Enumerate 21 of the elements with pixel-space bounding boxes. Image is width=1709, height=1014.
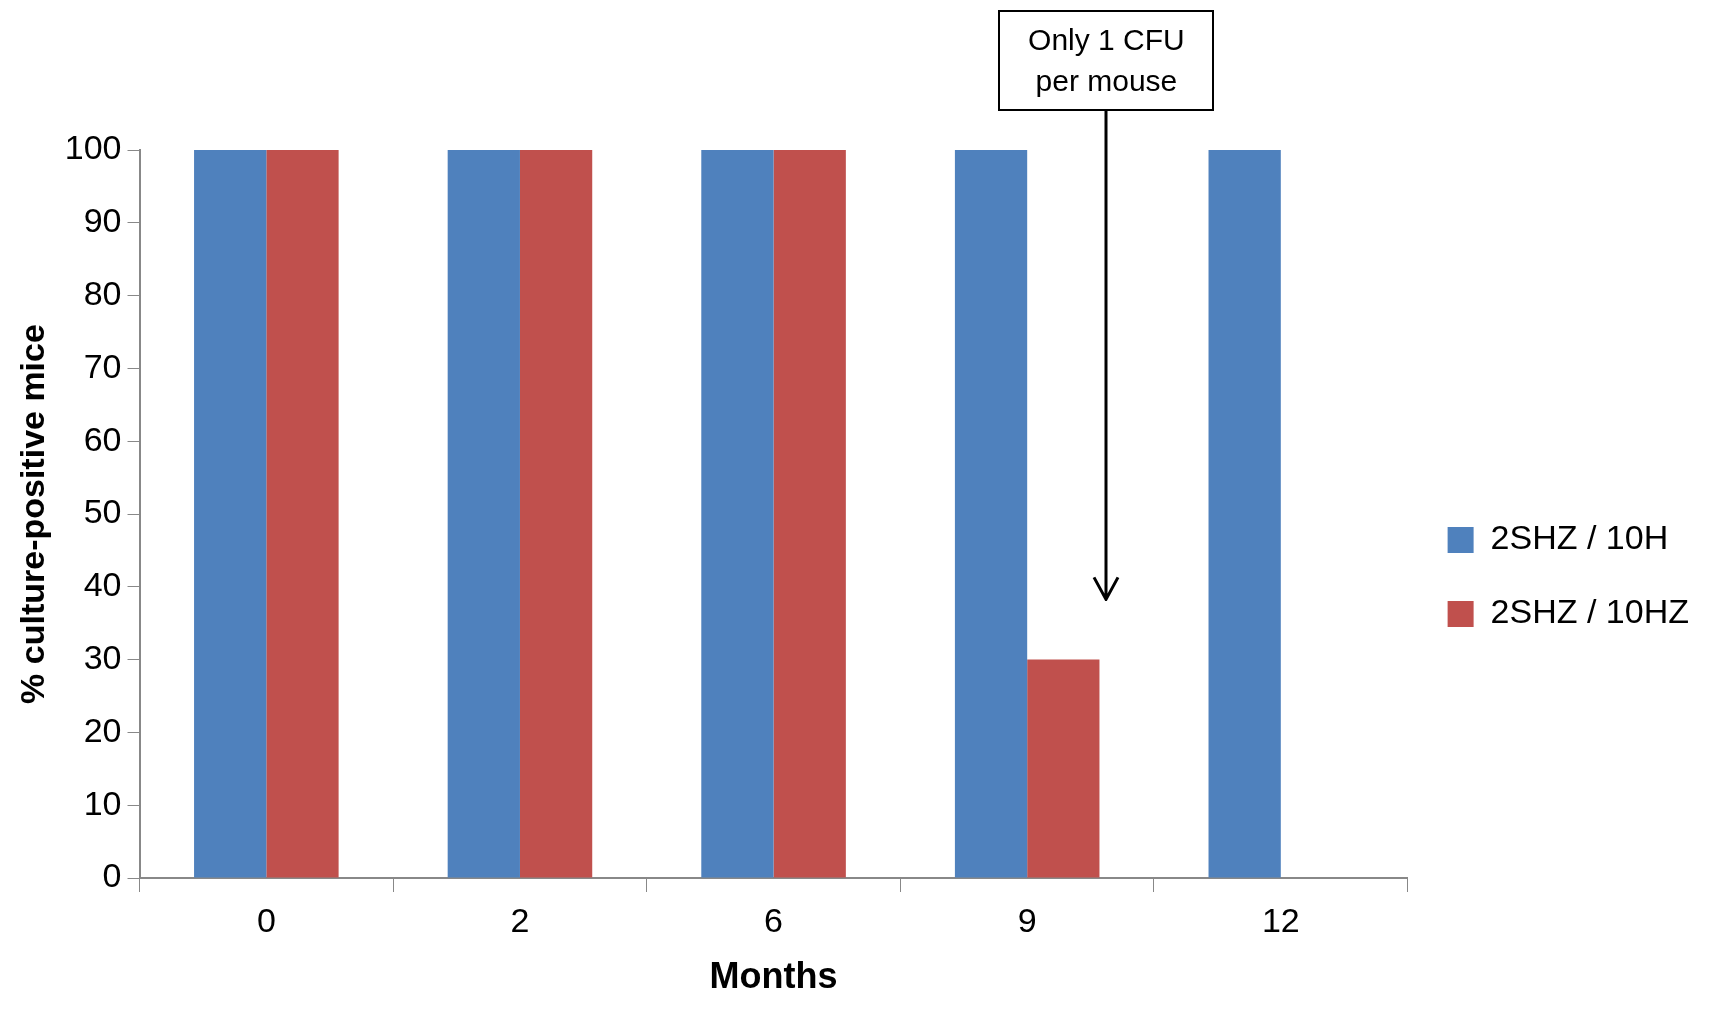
y-tick-label: 0 — [102, 856, 122, 895]
x-tick-label: 12 — [1261, 900, 1300, 939]
x-tick-label: 9 — [1017, 900, 1037, 939]
y-tick-label: 90 — [83, 201, 122, 240]
x-tick-label: 2 — [510, 900, 530, 939]
y-tick-label: 30 — [83, 637, 122, 676]
x-tick-label: 6 — [764, 900, 784, 939]
y-axis-title: % culture-positive mice — [12, 324, 51, 704]
y-tick-label: 70 — [83, 346, 122, 385]
legend-label: 2SHZ / 10H — [1490, 518, 1669, 557]
legend-label: 2SHZ / 10HZ — [1490, 592, 1689, 631]
x-tick-label: 0 — [256, 900, 276, 939]
y-tick-label: 80 — [83, 273, 122, 312]
x-axis-title: Months — [709, 955, 838, 997]
y-tick-label: 100 — [64, 128, 122, 167]
y-tick-label: 10 — [83, 783, 122, 822]
y-tick-label: 60 — [83, 419, 122, 458]
y-tick-label: 40 — [83, 565, 122, 604]
y-tick-label: 20 — [83, 710, 122, 749]
y-tick-label: 50 — [83, 492, 122, 531]
text: Only 1 CFU per mouse — [998, 10, 1215, 111]
